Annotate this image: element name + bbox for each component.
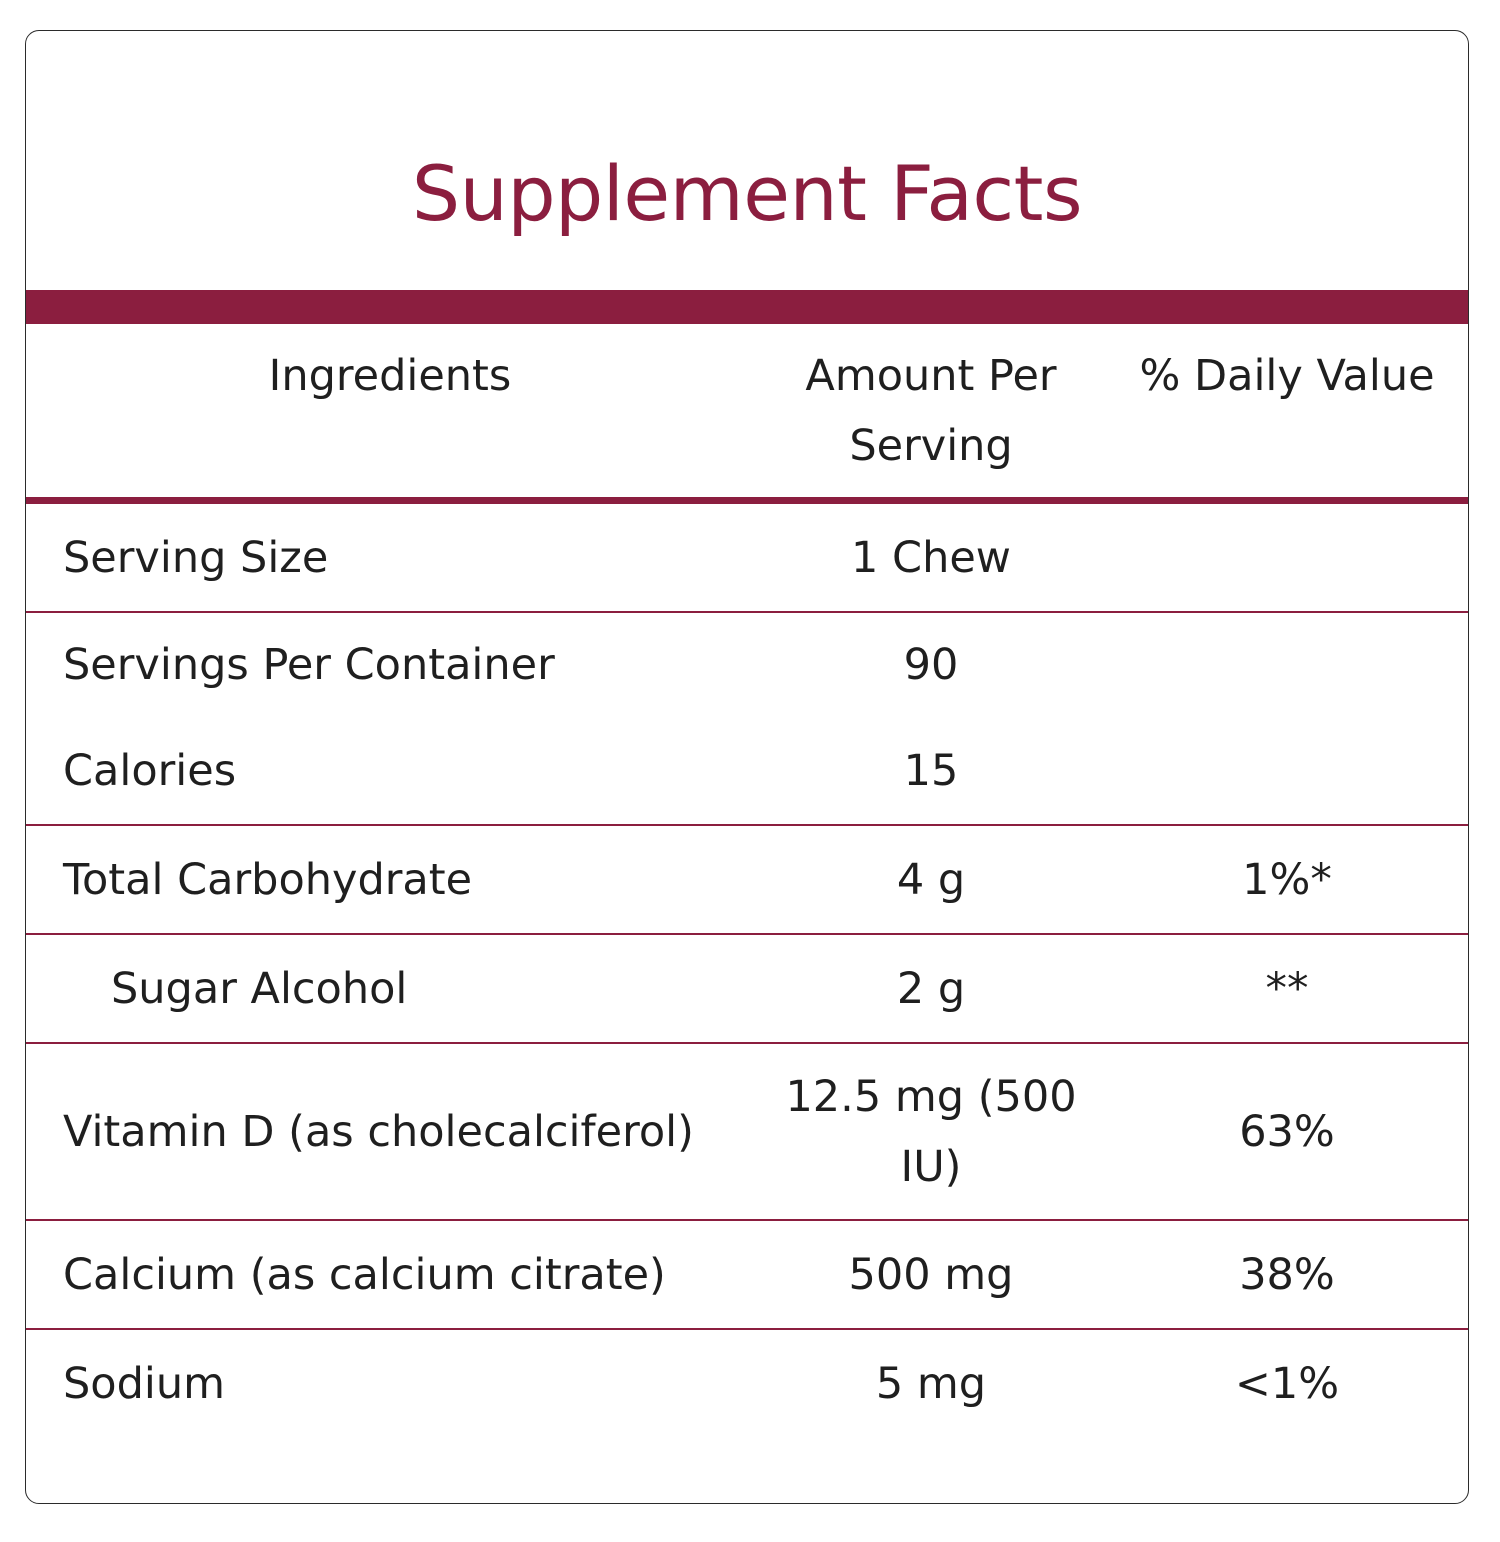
row-daily-value: ** [1265, 963, 1309, 1014]
supplement-facts-panel: Supplement Facts Ingredients Amount Per … [25, 30, 1469, 1504]
table-row: Calcium (as calcium citrate) 500 mg 38% [26, 1221, 1468, 1330]
row-daily-value [1131, 717, 1443, 824]
row-amount: 1 Chew [851, 532, 1011, 583]
column-header-ingredients: Ingredients [268, 351, 512, 401]
header-divider [26, 497, 1468, 504]
row-amount: 4 g [896, 854, 966, 905]
row-label: Sodium [63, 1358, 225, 1409]
title-divider-bar [26, 290, 1468, 324]
row-label: Total Carbohydrate [63, 854, 473, 905]
row-label: Sugar Alcohol [111, 963, 408, 1014]
row-amount: 2 g [896, 963, 966, 1014]
panel-title: Supplement Facts [411, 149, 1083, 238]
column-header-amount: Amount Per Serving [805, 351, 1057, 471]
row-daily-value: 1%* [1242, 854, 1332, 905]
row-daily-value: 63% [1239, 1106, 1335, 1157]
row-label: Calcium (as calcium citrate) [63, 1249, 666, 1300]
row-amount: 5 mg [875, 1358, 987, 1409]
row-amount: 12.5 mg (500 IU) [785, 1071, 1077, 1192]
table-row: Sugar Alcohol 2 g ** [26, 935, 1468, 1044]
row-amount: 500 mg [848, 1249, 1014, 1300]
row-amount: 15 [903, 745, 959, 796]
row-daily-value: <1% [1234, 1358, 1340, 1409]
table-row: Sodium 5 mg <1% [26, 1330, 1468, 1437]
row-daily-value [1131, 504, 1443, 611]
row-label: Calories [63, 745, 237, 796]
table-row: Calories 15 [26, 717, 1468, 826]
column-header-daily-value: % Daily Value [1139, 351, 1435, 401]
row-label: Serving Size [63, 532, 329, 583]
row-daily-value: 38% [1239, 1249, 1335, 1300]
row-label: Vitamin D (as cholecalciferol) [63, 1106, 694, 1157]
table-row: Vitamin D (as cholecalciferol) 12.5 mg (… [26, 1044, 1468, 1221]
table-row: Serving Size 1 Chew [26, 504, 1468, 613]
row-label: Servings Per Container [63, 640, 555, 690]
table-row: Total Carbohydrate 4 g 1%* [26, 826, 1468, 935]
table-row: Servings Per Container 90 [26, 613, 1468, 717]
row-amount: 90 [903, 640, 959, 690]
row-daily-value [1131, 613, 1443, 717]
